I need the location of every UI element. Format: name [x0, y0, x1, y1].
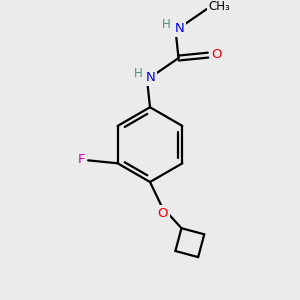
- Text: N: N: [175, 22, 184, 35]
- Text: H: H: [134, 67, 142, 80]
- Text: O: O: [212, 48, 222, 61]
- Text: H: H: [162, 18, 171, 31]
- Text: N: N: [146, 71, 156, 84]
- Text: CH₃: CH₃: [208, 0, 230, 14]
- Text: F: F: [77, 153, 85, 166]
- Text: O: O: [158, 207, 168, 220]
